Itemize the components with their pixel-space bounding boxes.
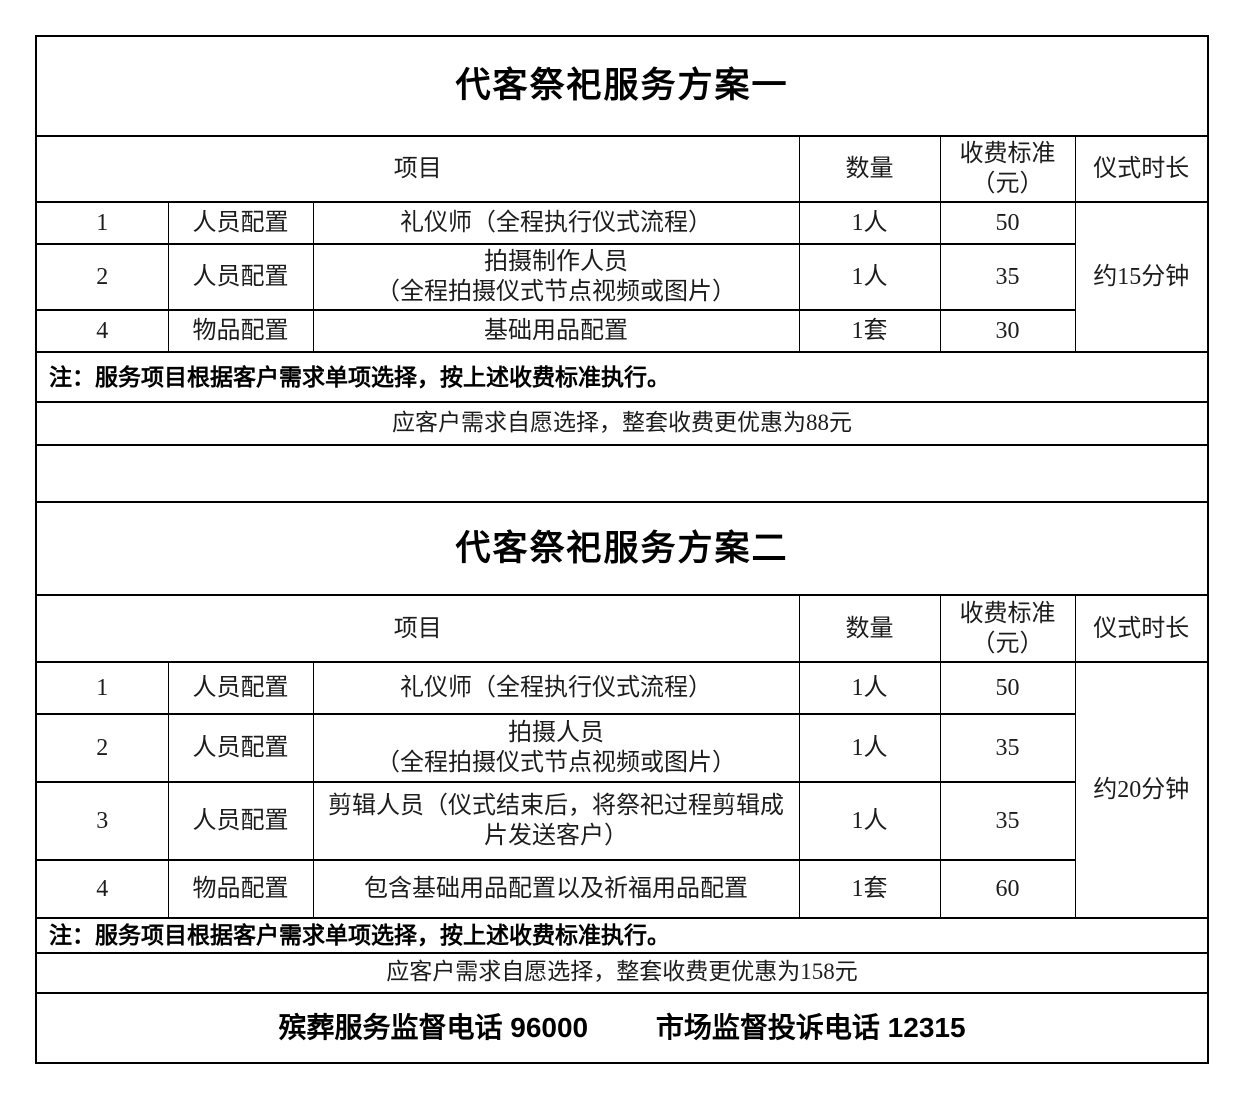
row-desc: 包含基础用品配置以及祈福用品配置: [312, 859, 800, 919]
price-sheet: 代客祭祀服务方案一 项目 数量 收费标准 （元） 仪式时长 1 人员配置 礼仪师…: [35, 35, 1210, 1064]
plan2-header-fee-line2: （元）: [971, 630, 1044, 657]
plan2-header-fee: 收费标准 （元）: [939, 594, 1076, 663]
row-number: 2: [35, 713, 169, 783]
plan1-header-fee: 收费标准 （元）: [939, 135, 1076, 203]
plan1-promo: 应客户需求自愿选择，整套收费更优惠为88元: [35, 401, 1209, 446]
row-type: 物品配置: [167, 309, 314, 353]
row-number: 3: [35, 781, 169, 861]
row-qty: 1人: [798, 201, 941, 245]
table-row: 1 人员配置 礼仪师（全程执行仪式流程） 1人 50 约20分钟: [35, 661, 1209, 919]
plan2-title: 代客祭祀服务方案二: [35, 501, 1209, 596]
row-qty: 1人: [798, 713, 941, 783]
plan1-header-item: 项目: [35, 135, 800, 203]
footer-funeral-supervision-phone: 殡葬服务监督电话 96000: [278, 1012, 589, 1044]
footer-cell: 殡葬服务监督电话 96000 市场监督投诉电话 12315: [35, 991, 1209, 1064]
row-type: 人员配置: [167, 713, 314, 783]
row-qty: 1人: [798, 781, 941, 861]
row-desc-line1: 拍摄制作人员: [484, 249, 628, 275]
row-desc-line2: （全程拍摄仪式节点视频或图片）: [376, 750, 736, 776]
row-number: 1: [35, 661, 169, 715]
table-row: 2 人员配置 拍摄制作人员 （全程拍摄仪式节点视频或图片） 1人 35: [35, 243, 1208, 311]
plan1-title-row: 代客祭祀服务方案一: [35, 35, 1209, 137]
plan2-note: 注：服务项目根据客户需求单项选择，按上述收费标准执行。: [35, 917, 1209, 954]
plan1-title: 代客祭祀服务方案一: [35, 35, 1209, 137]
row-type: 物品配置: [167, 859, 314, 919]
row-fee: 30: [939, 309, 1076, 353]
row-qty: 1套: [798, 309, 941, 353]
table-row: 2 人员配置 拍摄人员 （全程拍摄仪式节点视频或图片） 1人 35: [35, 713, 1208, 783]
plan1-header-fee-line1: 收费标准: [959, 141, 1056, 167]
plan1-promo-row: 应客户需求自愿选择，整套收费更优惠为88元: [35, 401, 1209, 446]
plan1-header-duration: 仪式时长: [1074, 135, 1209, 203]
footer-market-complaint-phone: 市场监督投诉电话 12315: [655, 1012, 966, 1044]
row-type: 人员配置: [167, 661, 314, 715]
spacer-row: [35, 444, 1209, 503]
row-qty: 1人: [798, 661, 941, 715]
table-row: 1 人员配置 礼仪师（全程执行仪式流程） 1人 50 约15分钟: [35, 201, 1209, 353]
plan2-note-row: 注：服务项目根据客户需求单项选择，按上述收费标准执行。: [35, 917, 1209, 954]
spacer-cell: [35, 444, 1209, 503]
plan2-title-row: 代客祭祀服务方案二: [35, 501, 1209, 596]
row-desc: 拍摄制作人员 （全程拍摄仪式节点视频或图片）: [312, 243, 800, 311]
row-fee: 35: [939, 781, 1076, 861]
plan2-header-fee-line1: 收费标准: [959, 600, 1056, 627]
row-fee: 60: [939, 859, 1076, 919]
plan2-promo-row: 应客户需求自愿选择，整套收费更优惠为158元: [35, 951, 1209, 994]
row-desc: 礼仪师（全程执行仪式流程）: [312, 661, 800, 715]
row-qty: 1人: [798, 243, 941, 311]
plan1-duration-cell: 约15分钟: [1074, 201, 1209, 353]
row-fee: 35: [939, 243, 1076, 311]
row-number: 1: [35, 201, 169, 245]
plan1-header-fee-line2: （元）: [971, 171, 1044, 197]
plan1-note: 注：服务项目根据客户需求单项选择，按上述收费标准执行。: [35, 351, 1209, 403]
row-desc: 拍摄人员 （全程拍摄仪式节点视频或图片）: [312, 713, 800, 783]
row-desc-line1: 拍摄人员: [508, 720, 604, 746]
row-qty: 1套: [798, 859, 941, 919]
row-desc: 礼仪师（全程执行仪式流程）: [312, 201, 800, 245]
row-fee: 50: [939, 201, 1076, 245]
row-number: 2: [35, 243, 169, 311]
row-number: 4: [35, 859, 169, 919]
plan2-header-row: 项目 数量 收费标准 （元） 仪式时长: [35, 594, 1209, 663]
plan2-header-item: 项目: [35, 594, 800, 663]
row-desc: 剪辑人员（仪式结束后，将祭祀过程剪辑成片发送客户）: [312, 781, 800, 861]
row-type: 人员配置: [167, 201, 314, 245]
footer-row: 殡葬服务监督电话 96000 市场监督投诉电话 12315: [35, 991, 1209, 1064]
plan1-header-row: 项目 数量 收费标准 （元） 仪式时长: [35, 135, 1209, 203]
row-fee: 50: [939, 661, 1076, 715]
row-type: 人员配置: [167, 781, 314, 861]
row-fee: 35: [939, 713, 1076, 783]
plan1-header-quantity: 数量: [798, 135, 941, 203]
plan1-note-row: 注：服务项目根据客户需求单项选择，按上述收费标准执行。: [35, 351, 1209, 403]
row-desc-line2: （全程拍摄仪式节点视频或图片）: [376, 279, 736, 305]
table-row: 3 人员配置 剪辑人员（仪式结束后，将祭祀过程剪辑成片发送客户） 1人 35: [35, 781, 1208, 861]
row-type: 人员配置: [167, 243, 314, 311]
plan2-header-quantity: 数量: [798, 594, 941, 663]
plan2-promo: 应客户需求自愿选择，整套收费更优惠为158元: [35, 951, 1209, 994]
table-row: 4 物品配置 包含基础用品配置以及祈福用品配置 1套 60: [35, 859, 1208, 919]
plan2-duration-cell: 约20分钟: [1074, 661, 1209, 919]
plan2-header-duration: 仪式时长: [1074, 594, 1209, 663]
table-row: 4 物品配置 基础用品配置 1套 30: [35, 309, 1208, 353]
row-number: 4: [35, 309, 169, 353]
row-desc: 基础用品配置: [312, 309, 800, 353]
